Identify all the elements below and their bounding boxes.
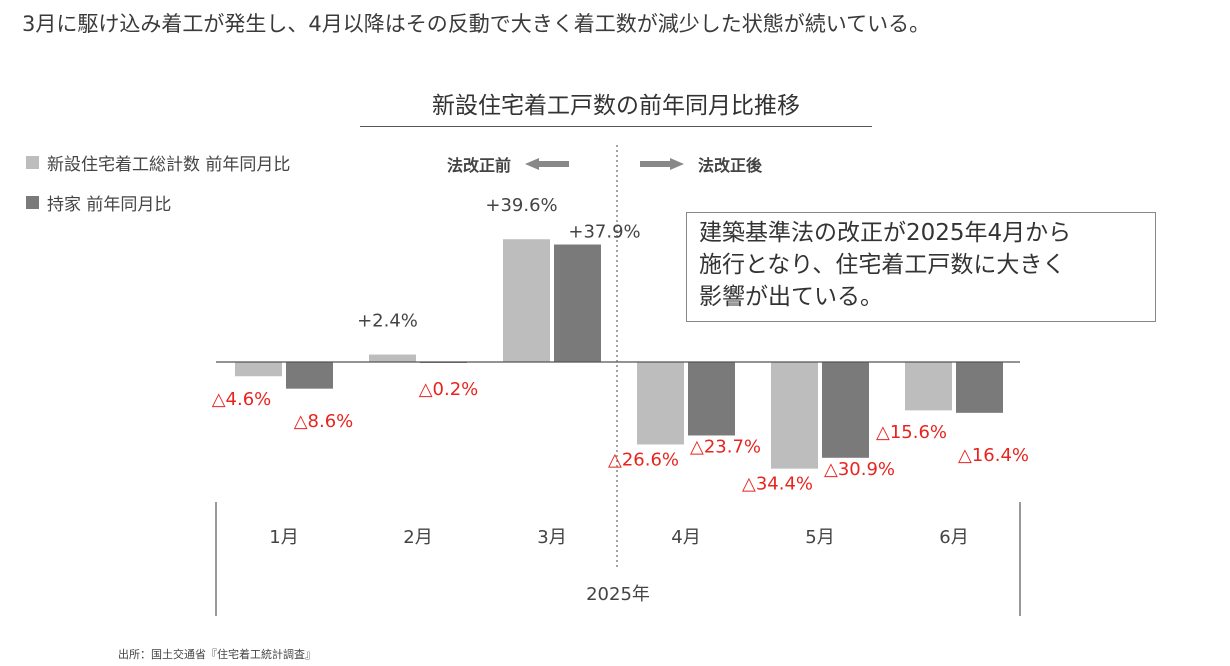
x-tick-label-3月: 3月	[537, 527, 566, 548]
bar-1-3月	[503, 239, 550, 362]
bar-1-5月	[771, 362, 818, 469]
x-tick-label-4月: 4月	[671, 527, 700, 548]
value-label-1-2月: +2.4%	[357, 311, 418, 332]
value-label-2-4月: △23.7%	[690, 436, 761, 457]
legend-item-owner: 持家 前年同月比	[26, 190, 171, 215]
annotation-line-3: 影響が出ている。	[699, 284, 883, 310]
chart-title: 新設住宅着工戸数の前年同月比推移	[432, 93, 800, 119]
value-label-2-5月: △30.9%	[824, 459, 895, 480]
legend-swatch-total	[26, 156, 39, 169]
value-label-2-3月: +37.9%	[568, 222, 640, 243]
value-label-1-6月: △15.6%	[876, 422, 947, 443]
title-underline	[360, 126, 872, 127]
bar-2-1月	[286, 362, 333, 389]
value-label-2-6月: △16.4%	[958, 445, 1029, 466]
bar-1-6月	[905, 362, 952, 411]
value-label-1-5月: △34.4%	[742, 474, 813, 495]
value-label-1-1月: △4.6%	[212, 389, 272, 410]
legend-label-owner: 持家 前年同月比	[47, 195, 172, 215]
bar-2-3月	[554, 244, 601, 362]
annotation-box: 建築基準法の改正が2025年4月から 施行となり、住宅着工戸数に大きく 影響が出…	[686, 212, 1156, 322]
bar-1-4月	[637, 362, 684, 445]
value-label-1-4月: △26.6%	[608, 449, 679, 470]
arrow-left-icon	[525, 158, 570, 170]
x-tick-label-5月: 5月	[805, 527, 834, 548]
bar-1-2月	[369, 354, 416, 362]
phase-before-label: 法改正前	[447, 152, 570, 176]
phase-before-text: 法改正前	[447, 156, 512, 175]
bar-1-1月	[235, 362, 282, 377]
x-tick-label-1月: 1月	[269, 527, 298, 548]
phase-after-label: 法改正後	[640, 152, 762, 176]
legend-label-total: 新設住宅着工総計数 前年同月比	[47, 155, 291, 175]
x-tick-label-6月: 6月	[939, 527, 968, 548]
value-label-2-2月: △0.2%	[419, 379, 479, 400]
arrow-right-icon	[640, 158, 684, 170]
source-note: 出所：国土交通省『住宅着工統計調査』	[118, 648, 316, 661]
value-label-1-3月: +39.6%	[485, 195, 557, 216]
phase-after-text: 法改正後	[698, 156, 763, 175]
bar-2-5月	[822, 362, 869, 458]
annotation-line-1: 建築基準法の改正が2025年4月から	[699, 220, 1072, 246]
headline: 3月に駆け込み着工が発生し、4月以降はその反動で大きく着工数が減少した状態が続い…	[22, 12, 931, 36]
legend-item-total: 新設住宅着工総計数 前年同月比	[26, 150, 290, 175]
legend-swatch-owner	[26, 196, 39, 209]
x-tick-label-2月: 2月	[403, 527, 432, 548]
bar-2-4月	[688, 362, 735, 436]
value-label-2-1月: △8.6%	[294, 411, 354, 432]
annotation-line-2: 施行となり、住宅着工戸数に大きく	[699, 252, 1066, 278]
x-axis-label: 2025年	[586, 584, 650, 605]
bar-2-6月	[956, 362, 1003, 413]
